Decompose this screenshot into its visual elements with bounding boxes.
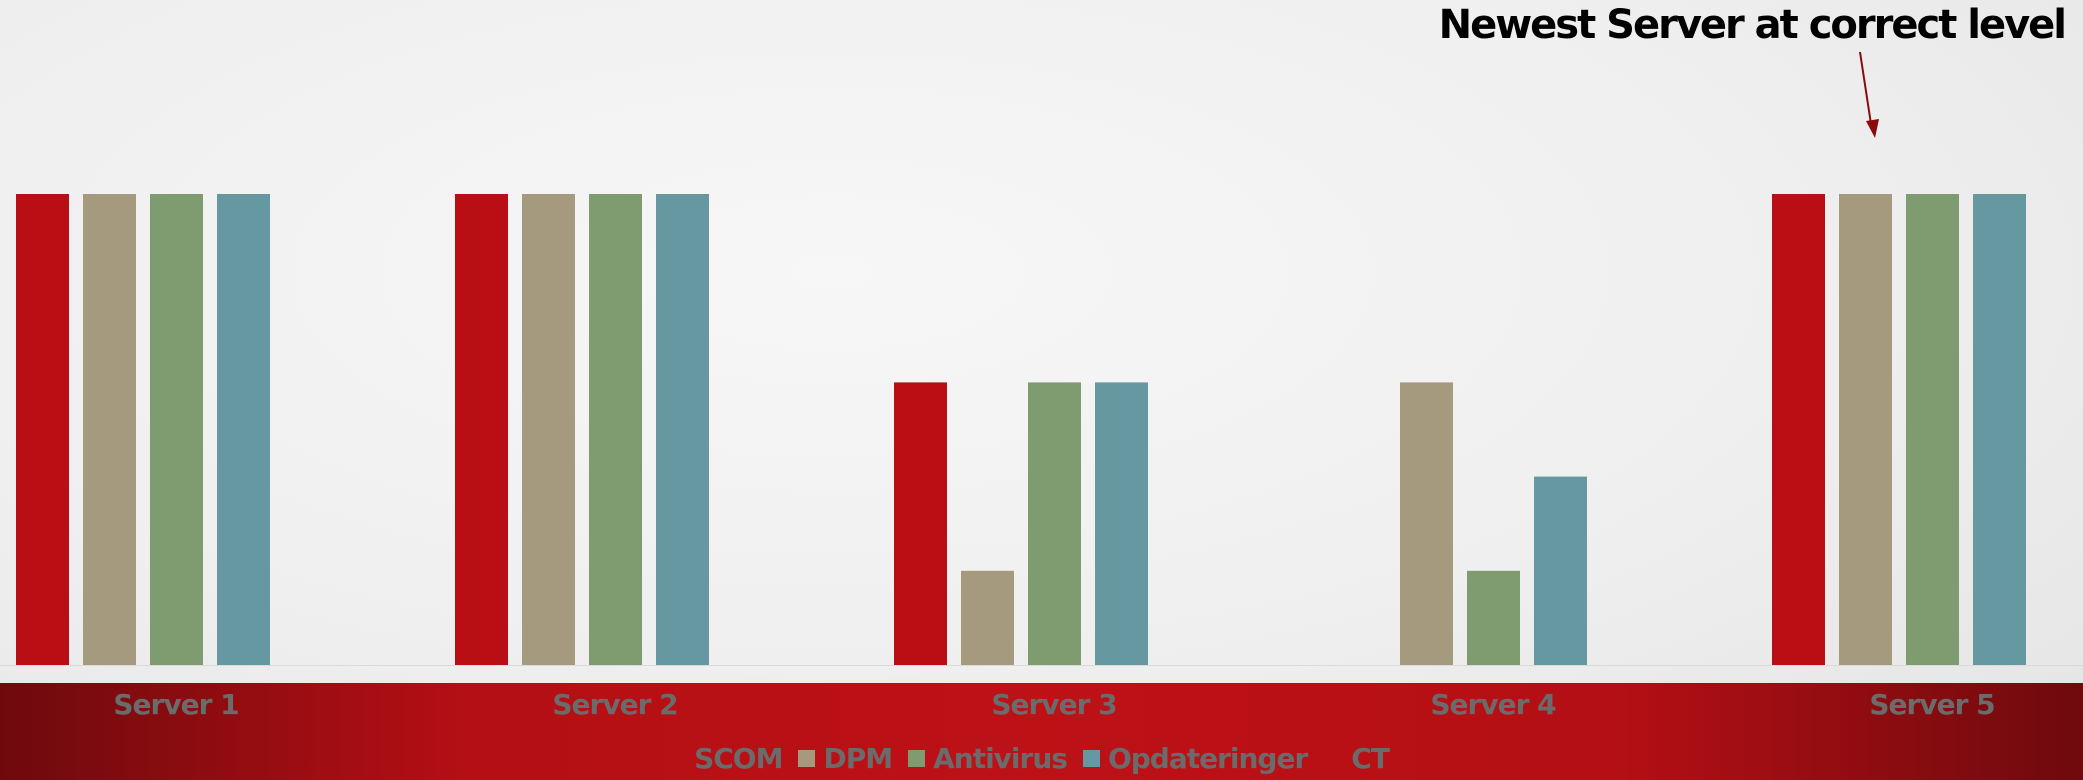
legend-item-ct: CT (1351, 742, 1390, 775)
legend-label-opdateringer: Opdateringer (1107, 742, 1308, 775)
bar-server-3-scom (894, 382, 947, 665)
category-label-server-3: Server 3 (991, 688, 1117, 721)
bar-server-2-opdateringer (656, 194, 709, 665)
legend-label-ct: CT (1351, 742, 1390, 775)
annotation-text: Newest Server at correct level (1438, 2, 2067, 48)
legend-item-opdateringer: Opdateringer (1082, 742, 1308, 775)
bar-server-1-antivirus (150, 194, 203, 665)
category-label-server-5: Server 5 (1869, 688, 1995, 721)
bar-server-4-antivirus (1467, 570, 1520, 665)
bar-server-2-scom (455, 194, 508, 665)
bar-server-3-antivirus (1028, 382, 1081, 665)
annotation-arrowhead (1866, 119, 1879, 138)
bar-server-3-dpm (961, 570, 1014, 665)
annotation-arrow-line (1859, 51, 1872, 125)
legend-swatch-antivirus (908, 750, 926, 767)
bar-server-5-opdateringer (1973, 194, 2026, 665)
bar-server-1-scom (16, 194, 69, 665)
legend-item-antivirus: Antivirus (908, 742, 1068, 775)
legend-label-dpm: DPM (823, 742, 893, 775)
legend-item-scom: SCOM (694, 742, 783, 775)
legend-swatch-opdateringer (1082, 750, 1100, 767)
legend-swatch-dpm (798, 750, 816, 767)
chart-legend: SCOM DPM Antivirus Opdateringer CT (0, 742, 2083, 775)
legend-label-scom: SCOM (694, 742, 783, 775)
category-label-server-2: Server 2 (552, 688, 678, 721)
bar-server-5-dpm (1839, 194, 1892, 665)
legend-label-antivirus: Antivirus (933, 742, 1068, 775)
bar-server-2-dpm (522, 194, 575, 665)
chart-plot (0, 51, 2083, 666)
bar-server-4-opdateringer (1534, 476, 1587, 665)
bar-server-2-antivirus (589, 194, 642, 665)
bar-server-1-opdateringer (217, 194, 270, 665)
bar-server-4-dpm (1400, 382, 1453, 665)
legend-item-dpm: DPM (798, 742, 893, 775)
bar-server-5-antivirus (1906, 194, 1959, 665)
bar-server-3-opdateringer (1095, 382, 1148, 665)
category-label-server-4: Server 4 (1430, 688, 1556, 721)
bar-server-5-scom (1772, 194, 1825, 665)
category-label-server-1: Server 1 (113, 688, 239, 721)
bar-server-1-dpm (83, 194, 136, 665)
category-band (0, 683, 2083, 780)
